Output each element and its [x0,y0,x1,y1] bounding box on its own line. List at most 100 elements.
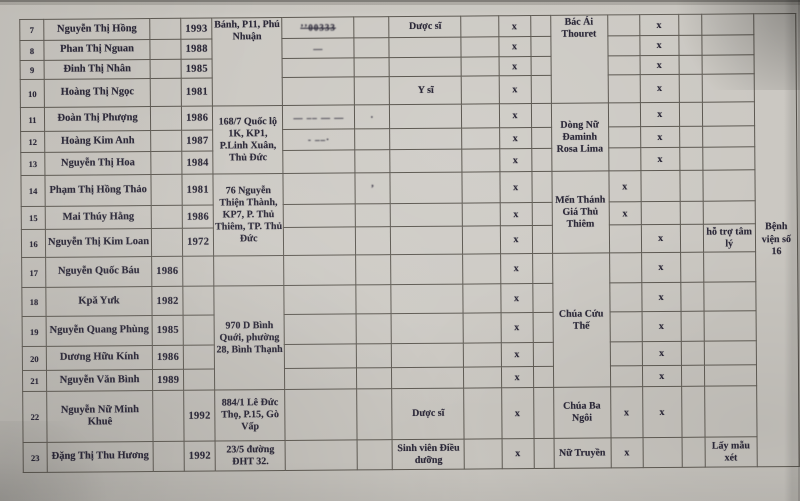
x-mark-cell: x [501,387,534,439]
empty-cell [391,284,464,314]
name-cell: Nguyễn Quốc Báu [45,256,152,288]
empty-cell [680,224,704,253]
redacted-id-cell: ʼʼ00333 [282,16,355,39]
row-number-cell: 18 [21,287,47,317]
empty-cell [283,149,356,174]
empty-cell [679,126,703,148]
birth-year-cell: 1986 [152,345,184,370]
note-cell: Lấy mẫu xét [704,436,758,468]
empty-cell [702,146,755,171]
empty-cell [530,56,551,76]
address-cell: Bánh, P11, Phú Nhuận [211,17,283,107]
empty-cell [533,438,554,469]
empty-cell [703,340,757,366]
empty-cell [532,283,553,313]
occupation-cell: Dược sĩ [389,16,462,38]
empty-cell [355,149,391,173]
empty-cell [390,149,463,173]
empty-cell [680,252,704,283]
empty-cell [354,16,390,38]
empty-cell [532,253,553,284]
empty-cell [391,343,464,368]
redacted-id-cell: — –– — — [282,104,355,130]
empty-cell [533,387,554,439]
empty-cell: · [354,104,390,129]
row-number-cell: 8 [19,40,45,61]
x-mark-cell: x [498,36,531,57]
photo-shadow-top-right [660,0,800,90]
empty-cell [284,343,357,369]
empty-cell [608,102,641,127]
row-number-cell: 20 [22,346,47,371]
empty-cell [150,59,182,79]
congregation-cell: Chúa Ba Ngôi [553,386,611,439]
empty-cell [389,57,462,77]
name-cell: Phan Thị Nguan [43,39,151,61]
empty-cell [390,226,464,255]
empty-cell [284,284,357,315]
empty-cell [389,104,463,129]
empty-cell [356,367,393,389]
empty-cell [608,147,641,171]
empty-cell [389,128,463,150]
empty-cell [640,201,681,225]
empty-cell [681,365,705,387]
photo-shadow-bottom-left [0,421,120,501]
empty-cell [530,15,551,37]
birth-year-cell: 1992 [183,390,216,442]
empty-cell [356,313,392,344]
empty-cell [608,126,641,148]
x-mark-cell: x [640,102,680,127]
empty-cell [462,148,500,173]
empty-cell [183,369,215,391]
empty-cell [282,57,355,78]
empty-cell [283,203,356,228]
empty-cell [283,226,356,256]
empty-cell [389,37,462,58]
empty-cell: ’ [355,172,391,204]
birth-year-cell: 1985 [152,315,184,346]
row-number-cell: 17 [21,257,46,288]
name-cell: Đinh Thị Nhân [44,59,151,80]
empty-cell [153,441,185,472]
empty-cell [463,253,501,285]
empty-cell [183,286,215,316]
occupation-cell: Y sĩ [389,76,462,105]
empty-cell [609,252,642,283]
x-mark-cell: x [640,126,680,148]
birth-year-cell: 1987 [181,130,213,152]
row-number-cell: 11 [20,107,45,132]
empty-cell [150,39,182,60]
empty-cell [703,281,756,312]
redacted-id-cell: — [282,37,355,59]
row-number-cell: 19 [22,316,47,347]
empty-cell [284,388,358,441]
empty-cell [354,57,390,77]
x-mark-cell: x [499,148,532,172]
empty-cell [283,254,357,286]
x-mark-cell: x [498,56,531,76]
birth-year-cell: 1972 [182,228,214,257]
x-mark-cell: x [499,202,532,226]
empty-cell [704,385,757,438]
empty-cell [704,364,757,387]
x-mark-cell: x [641,252,681,283]
row-number-cell: 14 [20,175,46,207]
congregation-cell: Nữ Truyền [553,437,611,469]
paper-right-edge [784,0,800,501]
address-cell: 76 Nguyễn Thiện Thành, KP7, P. Thủ Thiêm… [213,173,284,257]
name-cell: Kpă Yưk [45,286,153,317]
birth-year-cell: 1986 [181,106,213,131]
birth-year-cell: 1982 [151,286,184,316]
empty-cell [150,106,182,131]
x-mark-cell: x [499,171,532,203]
x-mark-cell: x [640,147,680,171]
empty-cell [462,171,500,204]
empty-cell [461,56,499,77]
empty-cell [679,170,703,202]
x-mark-cell: x [641,224,681,253]
name-cell: Nguyễn Thị Hồng [43,18,151,41]
